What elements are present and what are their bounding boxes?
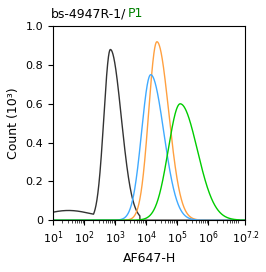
Text: bs-4947R-1/: bs-4947R-1/	[51, 7, 126, 20]
X-axis label: AF647-H: AF647-H	[123, 252, 176, 265]
Text: P1: P1	[128, 7, 143, 20]
Y-axis label: Count (10³): Count (10³)	[7, 87, 20, 159]
